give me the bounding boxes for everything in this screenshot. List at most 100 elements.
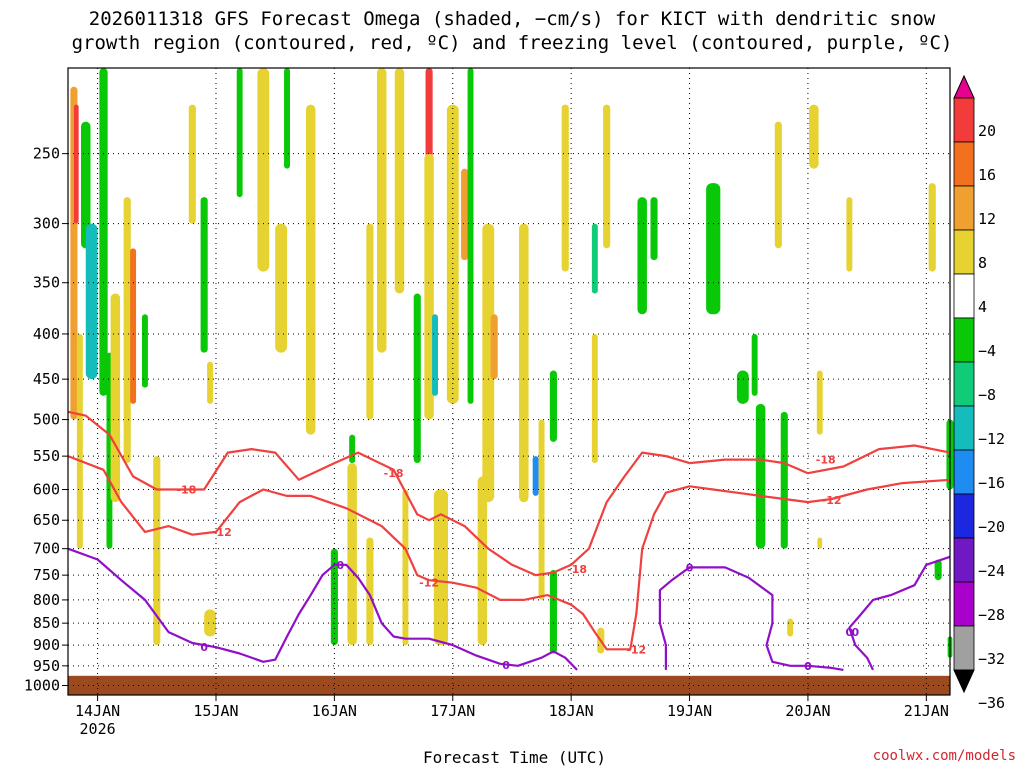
omega-patch xyxy=(467,68,474,404)
x-tick-label: 19JAN xyxy=(667,702,712,720)
contour-line-minus12 xyxy=(67,455,951,651)
colorbar: 20 16 12 8 4 −4 −8 −12 −16 −20 −24 −28 −32 −36 xyxy=(953,74,1005,712)
omega-patch xyxy=(141,314,148,388)
contour-label: 0 xyxy=(336,559,344,572)
colorbar-segment xyxy=(953,405,975,451)
y-tick-label: 600 xyxy=(33,481,60,499)
colorbar-label: −4 xyxy=(978,342,996,360)
omega-patch xyxy=(482,223,495,503)
colorbar-segment xyxy=(953,361,975,407)
colorbar-segment xyxy=(953,97,975,143)
contour-label: 0 xyxy=(686,561,694,574)
colorbar-label: −36 xyxy=(978,694,1005,712)
y-tick-label: 750 xyxy=(33,566,60,584)
omega-patch xyxy=(809,104,819,169)
y-tick-label: 650 xyxy=(33,511,60,529)
y-tick-label: 800 xyxy=(33,591,60,609)
omega-patch xyxy=(549,569,557,654)
colorbar-label: 12 xyxy=(978,210,996,228)
omega-patch xyxy=(736,370,749,404)
plot-frame xyxy=(67,67,951,696)
colorbar-segment xyxy=(953,625,975,671)
y-tick-label: 500 xyxy=(33,411,60,429)
colorbar-segment xyxy=(953,493,975,539)
contour-label: -12 xyxy=(419,577,439,590)
omega-patch xyxy=(413,293,421,464)
colorbar-segment xyxy=(953,537,975,583)
omega-patch xyxy=(538,419,545,600)
omega-patch xyxy=(366,537,374,646)
colorbar-segment xyxy=(953,141,975,187)
y-tick-label: 1000 xyxy=(24,677,60,695)
omega-patch xyxy=(446,104,459,404)
omega-patch xyxy=(532,456,539,496)
contour-label: 0 xyxy=(502,659,510,672)
colorbar-segment xyxy=(953,229,975,275)
x-tick-label: 20JAN xyxy=(785,702,830,720)
omega-patch xyxy=(236,68,243,198)
colorbar-bottom-arrow xyxy=(953,669,975,694)
x-tick-label: 17JAN xyxy=(430,702,475,720)
colorbar-top-arrow xyxy=(953,74,975,99)
contour-label: -18 xyxy=(567,563,587,576)
omega-patch xyxy=(425,68,433,169)
omega-patch xyxy=(376,68,387,353)
omega-patch xyxy=(603,104,611,249)
omega-patch xyxy=(99,68,108,396)
omega-patch xyxy=(519,223,529,503)
omega-patch xyxy=(433,489,449,646)
contour-label: 0 xyxy=(846,626,854,639)
omega-patch xyxy=(73,104,79,224)
colorbar-label: −28 xyxy=(978,606,1005,624)
omega-patch xyxy=(561,104,569,272)
colorbar-label: 20 xyxy=(978,122,996,140)
omega-patch xyxy=(817,537,823,549)
omega-patch xyxy=(305,104,316,435)
contour-line-minus18 xyxy=(67,410,951,577)
colorbar-segment xyxy=(953,581,975,627)
y-tick-label: 300 xyxy=(33,215,60,233)
omega-patch xyxy=(330,548,338,646)
omega-patch xyxy=(85,223,98,380)
omega-patch xyxy=(637,197,647,315)
omega-patch xyxy=(650,197,658,261)
omega-patch xyxy=(477,476,488,646)
colorbar-segment xyxy=(953,449,975,495)
omega-patch xyxy=(275,223,288,353)
omega-patch xyxy=(934,559,942,581)
colorbar-segment xyxy=(953,317,975,363)
contour-label: -12 xyxy=(822,494,842,507)
omega-patch xyxy=(257,68,270,272)
x-tick-label: 14JAN xyxy=(75,702,120,720)
omega-patch xyxy=(424,153,434,420)
omega-patch xyxy=(774,121,782,249)
omega-patch xyxy=(366,223,374,420)
omega-patch xyxy=(402,489,409,646)
contour-line-freezing-level xyxy=(848,555,951,671)
y-tick-label: 450 xyxy=(33,370,60,388)
colorbar-label: −32 xyxy=(978,650,1005,668)
omega-patch xyxy=(284,68,290,169)
contour-label: -18 xyxy=(816,454,836,467)
contour-label: -18 xyxy=(176,484,196,497)
chart-title-line2: growth region (contoured, red, ºC) and f… xyxy=(71,32,953,54)
contour-label: 0 xyxy=(804,660,812,673)
omega-patch xyxy=(751,333,758,396)
omega-patch xyxy=(394,68,405,294)
contour-label: -18 xyxy=(384,467,404,480)
omega-patch xyxy=(207,361,214,404)
y-tick-label: 400 xyxy=(33,325,60,343)
omega-patch xyxy=(76,333,83,549)
x-tick-year: 2026 xyxy=(80,720,116,738)
y-tick-label: 950 xyxy=(33,657,60,675)
contour-label: -12 xyxy=(626,643,646,656)
omega-shading xyxy=(70,68,954,658)
colorbar-label: −12 xyxy=(978,430,1005,448)
omega-patch xyxy=(130,248,137,404)
y-tick-label: 350 xyxy=(33,274,60,292)
chart-title-line1: 2026011318 GFS Forecast Omega (shaded, −… xyxy=(88,8,936,30)
y-tick-label: 700 xyxy=(33,540,60,558)
omega-patch xyxy=(347,463,357,646)
colorbar-label: −16 xyxy=(978,474,1005,492)
omega-patch xyxy=(816,370,823,435)
